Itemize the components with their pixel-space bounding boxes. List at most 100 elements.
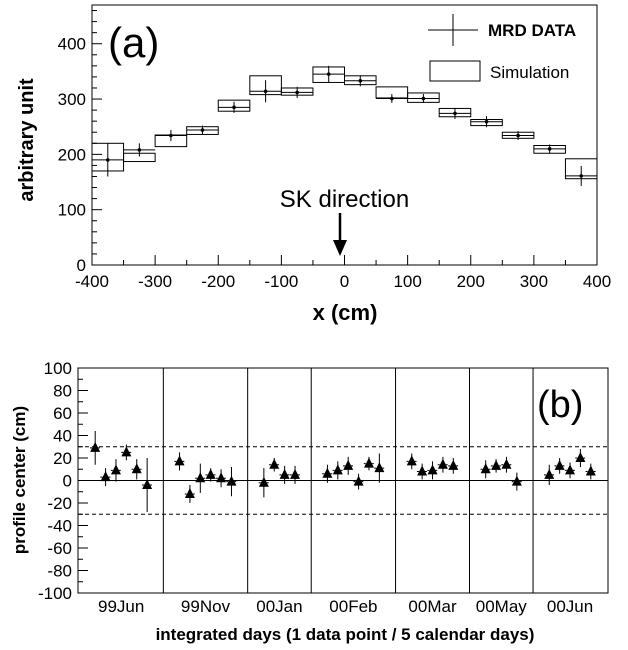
legend-sim-label: Simulation <box>490 63 569 82</box>
period-label: 00Mar <box>408 597 457 616</box>
profile-point <box>279 468 290 479</box>
x-tick-label: 100 <box>393 272 421 291</box>
profile-point <box>427 464 438 475</box>
data-point <box>232 105 236 110</box>
period-label: 00Feb <box>329 597 377 616</box>
data-point <box>295 90 299 95</box>
y-tick-label: 80 <box>53 382 72 401</box>
profile-point <box>353 475 364 486</box>
period-label: 99Jun <box>98 597 144 616</box>
profile-point <box>195 472 206 483</box>
profile-point <box>437 458 448 469</box>
panel-a-ylabel: arbitrary unit <box>16 78 38 202</box>
x-tick-label: -200 <box>201 272 235 291</box>
profile-points <box>90 431 596 512</box>
x-tick-label: 300 <box>520 272 548 291</box>
profile-point <box>90 441 101 452</box>
profile-point <box>142 479 153 489</box>
panel-b-timeline: 99Jun 99Nov 00Jan 00Feb 00Mar 00May 00Jun 100 80… <box>10 359 609 644</box>
panel-b-axes: 99Jun 99Nov 00Jan 00Feb 00Mar 00May 00Jun 100 80… <box>38 359 593 616</box>
profile-point <box>544 468 555 479</box>
y-tick-label: 100 <box>58 201 86 220</box>
legend-sim-swatch <box>429 60 481 82</box>
y-tick-label: 300 <box>58 90 86 109</box>
sk-direction-label: SK direction <box>280 186 409 213</box>
profile-point <box>184 488 195 498</box>
panel-b-xlabel: integrated days (1 data point / 5 calend… <box>156 625 535 644</box>
x-tick-label: 400 <box>583 272 611 291</box>
profile-point <box>565 464 576 475</box>
y-tick-label: -100 <box>38 584 72 603</box>
period-label: 99Nov <box>181 597 231 616</box>
data-point <box>421 96 426 101</box>
x-tick-label: 0 <box>340 272 349 291</box>
legend: MRD DATA Simulation <box>428 14 576 82</box>
data-point <box>105 158 110 162</box>
y-tick-label: 200 <box>58 145 86 164</box>
profile-point <box>131 463 142 474</box>
profile-point <box>226 475 237 486</box>
x-tick-label: 200 <box>457 272 485 291</box>
y-tick-label: -80 <box>47 562 72 581</box>
simulation-boxes <box>91 66 598 180</box>
y-tick-label: 60 <box>53 404 72 423</box>
profile-point <box>290 468 301 479</box>
y-tick-label: 400 <box>58 35 86 54</box>
profile-point <box>110 464 121 475</box>
data-point <box>326 72 331 76</box>
profile-point <box>374 462 385 473</box>
profile-point <box>205 468 216 479</box>
profile-point <box>491 459 502 470</box>
y-tick-label: -20 <box>47 494 72 513</box>
profile-point <box>332 464 343 475</box>
y-tick-label: -40 <box>47 517 72 536</box>
y-tick-label: 0 <box>77 256 86 275</box>
data-points <box>92 65 597 186</box>
data-point <box>547 147 552 151</box>
profile-point <box>575 452 586 462</box>
panel-a-axes: -400 -300 -200 -100 0 100 200 300 400 0 100 200 300 4… <box>58 10 611 291</box>
profile-point <box>100 471 111 482</box>
y-tick-label: 40 <box>53 427 72 446</box>
reference-lines <box>78 446 608 515</box>
data-point <box>169 133 173 138</box>
x-tick-label: -100 <box>264 272 298 291</box>
data-point <box>263 89 268 94</box>
profile-point <box>269 458 280 469</box>
period-label: 00Jun <box>547 597 593 616</box>
profile-point <box>121 446 132 457</box>
y-tick-label: 20 <box>53 449 72 468</box>
profile-point <box>216 472 227 483</box>
period-separators <box>162 368 534 593</box>
y-tick-label: 100 <box>44 359 72 378</box>
data-point <box>358 78 363 83</box>
y-tick-label: -60 <box>47 539 72 558</box>
profile-point <box>554 459 565 470</box>
profile-point <box>258 476 269 487</box>
data-point <box>200 128 205 132</box>
profile-point <box>322 467 333 478</box>
panel-b-ylabel: profile center (cm) <box>10 406 29 554</box>
profile-point <box>585 465 596 476</box>
data-point <box>484 119 489 124</box>
data-point <box>579 174 584 178</box>
legend-data-label: MRD DATA <box>488 21 576 40</box>
panel-a-xlabel: x (cm) <box>313 300 378 325</box>
data-point <box>137 148 142 152</box>
sk-direction-arrow <box>333 213 347 256</box>
data-point <box>516 133 520 138</box>
x-tick-label: -300 <box>138 272 172 291</box>
panel-a-histogram: -400 -300 -200 -100 0 100 200 300 400 0 100 200 300 4… <box>16 4 611 325</box>
panel-b-label: (b) <box>537 384 583 426</box>
data-point <box>390 96 394 101</box>
y-tick-label: 0 <box>63 472 72 491</box>
profile-point <box>343 459 354 470</box>
profile-point <box>501 458 512 469</box>
profile-point <box>480 463 491 474</box>
profile-point <box>363 457 374 468</box>
x-tick-label: -400 <box>75 272 109 291</box>
profile-point <box>417 465 428 476</box>
profile-point <box>511 475 522 486</box>
panel-a-label: (a) <box>108 19 159 66</box>
